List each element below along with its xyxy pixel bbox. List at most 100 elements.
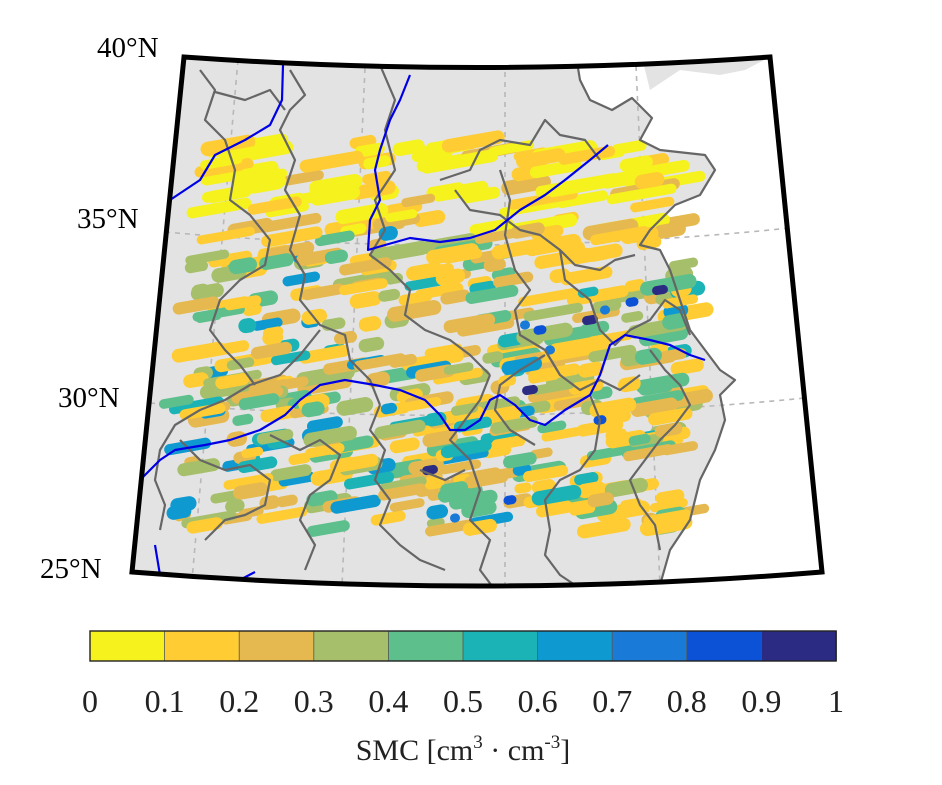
colorbar-tick-labels: 0 0.1 0.2 0.3 0.4 0.5 0.6 0.7 0.8 0.9 1 (82, 683, 844, 719)
smc-swath (401, 193, 436, 208)
colorbar-swatch (238, 630, 315, 662)
smc-swath (298, 344, 350, 364)
smc-swath (233, 482, 269, 500)
province-border-line (179, 439, 272, 541)
colorbar-swatches (89, 630, 837, 662)
smc-swath (576, 418, 624, 437)
colorbar-tick-label: 0.5 (443, 683, 483, 719)
province-border-line (368, 64, 491, 376)
smc-swath (606, 183, 677, 205)
smc-swath (260, 405, 296, 423)
smc-swath (262, 326, 284, 339)
smc-swath (440, 439, 492, 459)
province-borders (153, 64, 692, 586)
smc-swath (620, 498, 642, 510)
colorbar-swatch (313, 630, 390, 662)
smc-swath (301, 401, 325, 418)
colorbar-tick-label: 0.6 (518, 683, 558, 719)
smc-swath (392, 396, 442, 414)
colorbar-tick-label: 0.7 (592, 683, 632, 719)
smc-swath (482, 351, 504, 364)
smc-swath (259, 253, 294, 270)
smc-swath (569, 502, 596, 516)
smc-swath (349, 291, 382, 309)
latitude-label-25: 25°N (40, 553, 102, 585)
smc-swath (420, 149, 499, 174)
smc-swath (600, 305, 610, 315)
colorbar-swatch (387, 630, 464, 662)
smc-swath (523, 465, 569, 483)
smc-swath (432, 367, 483, 385)
smc-swath (516, 322, 573, 345)
smc-swath (586, 444, 634, 461)
colorbar-title-exp1: 3 (473, 732, 483, 753)
smc-swath (305, 443, 345, 459)
smc-swath (649, 498, 688, 513)
smc-swath (491, 435, 526, 451)
province-border-line (278, 69, 382, 406)
colorbar-swatch (164, 630, 241, 662)
smc-swath (306, 520, 350, 537)
province-border-line (493, 354, 546, 446)
smc-swath (256, 506, 308, 524)
smc-swath (587, 492, 614, 508)
smc-swath (588, 344, 637, 363)
smc-swath (566, 285, 629, 306)
smc-swath (330, 494, 381, 514)
smc-swath (299, 150, 364, 173)
smc-swath (440, 481, 468, 496)
smc-swath (432, 180, 489, 202)
smc-swath (353, 353, 406, 371)
smc-swath (424, 343, 463, 359)
smc-swath (662, 313, 688, 330)
smc-swath (282, 271, 321, 287)
smc-swath (461, 500, 497, 519)
colorbar-tick-label: 0.9 (741, 683, 781, 719)
smc-swath (586, 248, 610, 262)
smc-swath (619, 155, 653, 173)
smc-swath (635, 372, 690, 394)
province-border-line (448, 374, 496, 586)
smc-swath (628, 433, 651, 446)
smc-swath (380, 402, 398, 415)
smc-swath (464, 470, 509, 489)
colorbar-tick-label: 0.8 (667, 683, 707, 719)
province-border-line (153, 329, 321, 531)
smc-swath (501, 356, 542, 376)
smc-swath (654, 221, 686, 239)
smc-swath (465, 284, 519, 304)
smc-swath (415, 282, 464, 300)
smc-swath (630, 397, 679, 417)
colorbar-tick-label: 0 (82, 683, 98, 719)
smc-swath (670, 358, 704, 376)
smc-swath (634, 347, 662, 365)
smc-swath (449, 489, 498, 510)
smc-swath (625, 297, 639, 307)
smc-swath (668, 257, 699, 271)
smc-swath (491, 239, 541, 260)
smc-swath (185, 249, 230, 265)
smc-swath (258, 212, 322, 233)
smc-swath (344, 471, 395, 490)
colorbar-title: SMC [cm3 · cm-3] (356, 732, 570, 767)
smc-swath (490, 416, 539, 434)
province-border-line (454, 189, 636, 272)
province-border-line (269, 434, 342, 571)
smc-swath (523, 302, 583, 322)
smc-swath (503, 452, 537, 469)
smc-swath (283, 170, 324, 186)
smc-swath (270, 464, 312, 482)
smc-swath (516, 148, 566, 169)
smc-swath (241, 446, 264, 459)
map-panel (129, 54, 825, 589)
latitude-label-40: 40°N (97, 32, 159, 64)
latitude-label-35: 35°N (77, 203, 139, 235)
smc-swath (230, 174, 287, 195)
smc-swath (223, 473, 274, 490)
smc-swath (661, 441, 699, 456)
smc-swath (533, 325, 547, 335)
smc-swath (387, 299, 442, 322)
smc-swath (238, 393, 280, 410)
smc-swath (370, 510, 406, 526)
